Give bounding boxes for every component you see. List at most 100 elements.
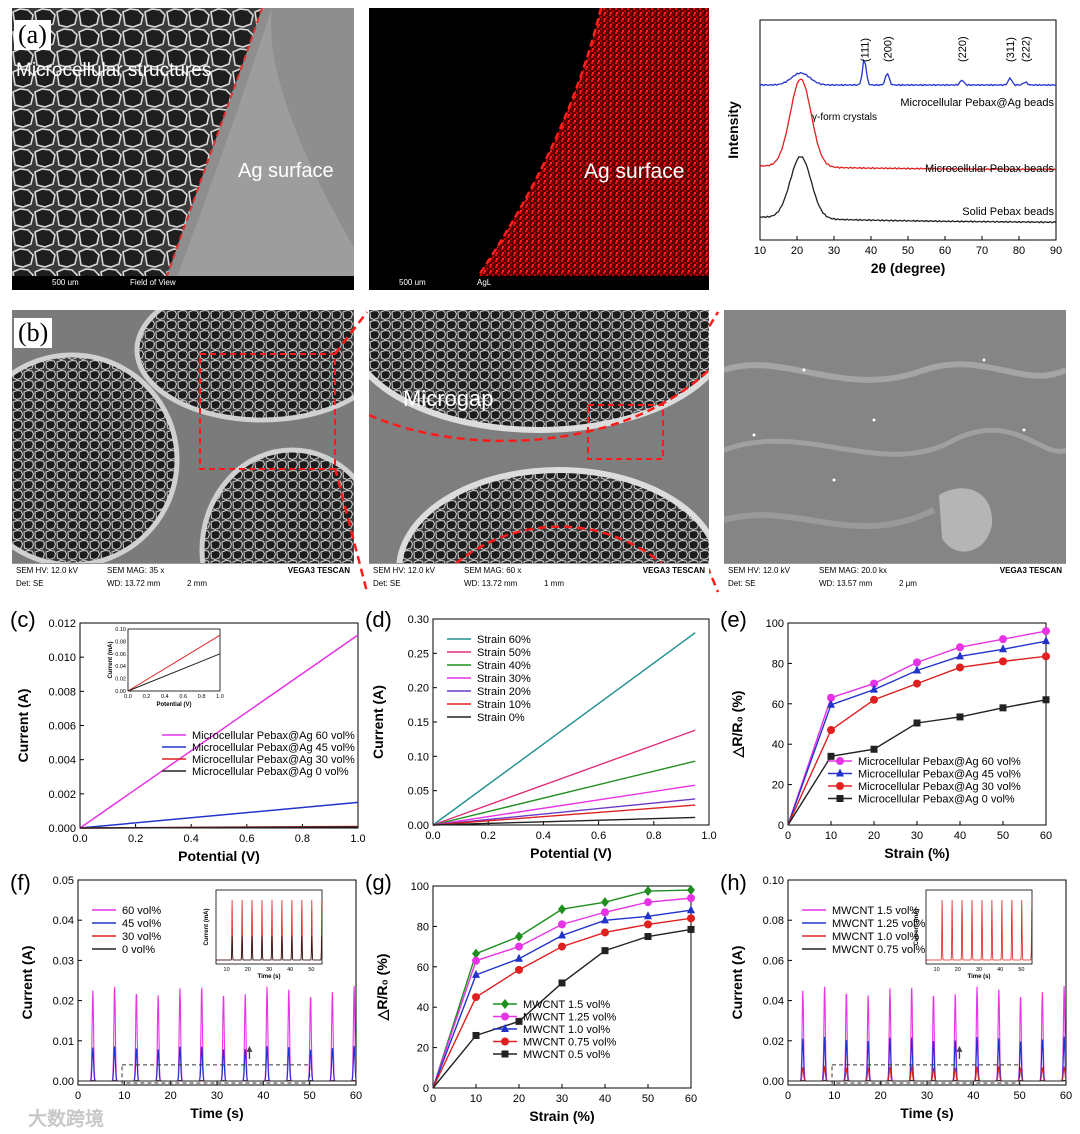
y-tick-label: 0.00 (408, 820, 429, 832)
xrd-chart: 10 20 30 40 50 60 70 80 90 2θ (degree) Intensity Mi… (725, 19, 1062, 276)
x-tick-label: 0 (785, 1090, 791, 1102)
y-tick-label: 0.002 (48, 789, 76, 801)
legend-label: Microcellular Pebax@Ag 0 vol% (858, 794, 1015, 806)
x-tick-label: 0.2 (128, 833, 143, 845)
data-point (687, 925, 695, 933)
sem-a-left-texture (12, 8, 354, 290)
sem1-brand: VEGA3 TESCAN (287, 566, 350, 575)
series-line (79, 634, 359, 829)
x-tick-label: 30 (921, 1090, 933, 1102)
x-axis-label: Time (s) (900, 1105, 953, 1121)
sem2-det: Det: SE (373, 579, 401, 588)
series-line (78, 1045, 357, 1082)
data-point (827, 726, 835, 735)
panel-label-g: (g) (365, 870, 392, 895)
series-label: Microcellular Pebax beads (925, 163, 1055, 175)
legend-label: MWCNT 1.25 vol% (832, 918, 926, 930)
inset-x-tick-label: 0.0 (124, 694, 132, 700)
y-tick-label: 0.10 (408, 751, 429, 763)
data-point (558, 904, 566, 915)
legend-label: MWCNT 1.0 vol% (523, 1024, 610, 1036)
inset-x-tick-label: 40 (287, 967, 293, 973)
legend-label: MWCNT 1.5 vol% (832, 905, 919, 917)
sem2-hv: SEM HV: 12.0 kV (373, 566, 435, 575)
sem-image-b-right: SEM HV: 12.0 kV SEM MAG: 20.0 kx Det: SE… (724, 310, 1066, 592)
inset-y-tick-label: 0.06 (115, 652, 126, 658)
panel-label-a: (a) (14, 20, 51, 50)
data-point (515, 965, 523, 974)
legend-label: MWCNT 1.5 vol% (523, 999, 610, 1011)
x-tick-label: 50 (997, 830, 1009, 842)
chart-f: (f) 0 10 20 30 40 50 60 0.00 0.01 0.02 0.03 0.04 0.05… (10, 870, 362, 1121)
y-tick-label: 0.008 (48, 686, 76, 698)
data-point (913, 665, 921, 674)
panel-label-d: (d) (365, 607, 392, 632)
data-point (558, 920, 566, 929)
y-tick-label: 80 (772, 658, 784, 670)
sem3-hv: SEM HV: 12.0 kV (728, 566, 790, 575)
y-tick-label: 0.02 (763, 1036, 784, 1048)
data-point (913, 719, 921, 727)
legend-label: Microcellular Pebax@Ag 30 vol% (858, 781, 1021, 793)
label-ag-surface-left: Ag surface (238, 160, 334, 182)
legend-label: Microcellular Pebax@Ag 60 vol% (192, 730, 355, 742)
data-point (644, 933, 652, 940)
inset-x-tick-label: 50 (1018, 967, 1024, 973)
data-point (870, 684, 878, 693)
inset-x-tick-label: 40 (997, 967, 1003, 973)
y-tick-label: 0.05 (408, 786, 429, 798)
y-tick-label: 0.20 (408, 683, 429, 695)
panel-label-h: (h) (720, 870, 747, 895)
legend-label: 45 vol% (122, 918, 161, 930)
legend-label: Microcellular Pebax@Ag 45 vol% (192, 742, 355, 754)
x-tick-label: 0.8 (646, 830, 661, 842)
y-axis-label: Intensity (725, 101, 741, 159)
y-tick-label: 0.00 (53, 1076, 74, 1088)
x-tick-label: 1.0 (350, 833, 365, 845)
x-axis-label: Potential (V) (178, 848, 260, 864)
series-line (432, 816, 696, 826)
series-line (79, 801, 359, 829)
eds-map-image: 500 um AgL Ag surface (369, 8, 709, 290)
x-axis-label: 2θ (degree) (871, 260, 945, 276)
legend-label: Strain 40% (477, 660, 531, 672)
inset-x-tick-label: 10 (224, 967, 230, 973)
x-tick-label: 40 (967, 1090, 979, 1102)
y-tick-label: 100 (766, 618, 784, 630)
y-tick-label: 100 (411, 881, 429, 893)
data-point (644, 911, 652, 920)
legend-label: 0 vol% (122, 944, 155, 956)
data-point (956, 663, 964, 672)
data-point (687, 885, 695, 896)
y-tick-label: 0.010 (48, 652, 76, 664)
legend-label: MWCNT 1.0 vol% (832, 931, 919, 943)
x-tick-label: 0.0 (72, 833, 87, 845)
data-point (913, 658, 921, 667)
series-line (78, 985, 357, 1082)
inset-x-tick-label: 30 (266, 967, 272, 973)
legend-label: Microcellular Pebax@Ag 0 vol% (192, 766, 349, 778)
sem2-scale: 1 mm (544, 579, 564, 588)
y-tick-label: 0.00 (763, 1076, 784, 1088)
x-tick-label: 20 (513, 1093, 525, 1105)
data-point (1042, 627, 1050, 636)
y-tick-label: 80 (417, 921, 429, 933)
peak-label: (220) (957, 36, 969, 62)
y-axis-label: △R/R₀ (%) (374, 954, 390, 1022)
inset-x-tick-label: 0.6 (179, 694, 187, 700)
x-tick-label: 0.4 (536, 830, 551, 842)
x-tick-label: 0.6 (239, 833, 254, 845)
data-point (687, 914, 695, 923)
watermark: 大数跨境 (28, 1109, 105, 1130)
data-point (515, 931, 523, 942)
sem3-mag: SEM MAG: 20.0 kx (819, 566, 888, 575)
x-tick-label: 0 (430, 1093, 436, 1105)
legend-marker (501, 1037, 509, 1046)
panel-label-c: (c) (10, 607, 36, 632)
y-tick-label: 0.012 (48, 618, 76, 630)
legend-label: MWCNT 0.5 vol% (523, 1049, 610, 1061)
inset-y-tick-label: 0.04 (115, 664, 126, 670)
x-tick-label: 50 (642, 1093, 654, 1105)
data-point (558, 942, 566, 951)
x-tick-label: 20 (868, 830, 880, 842)
